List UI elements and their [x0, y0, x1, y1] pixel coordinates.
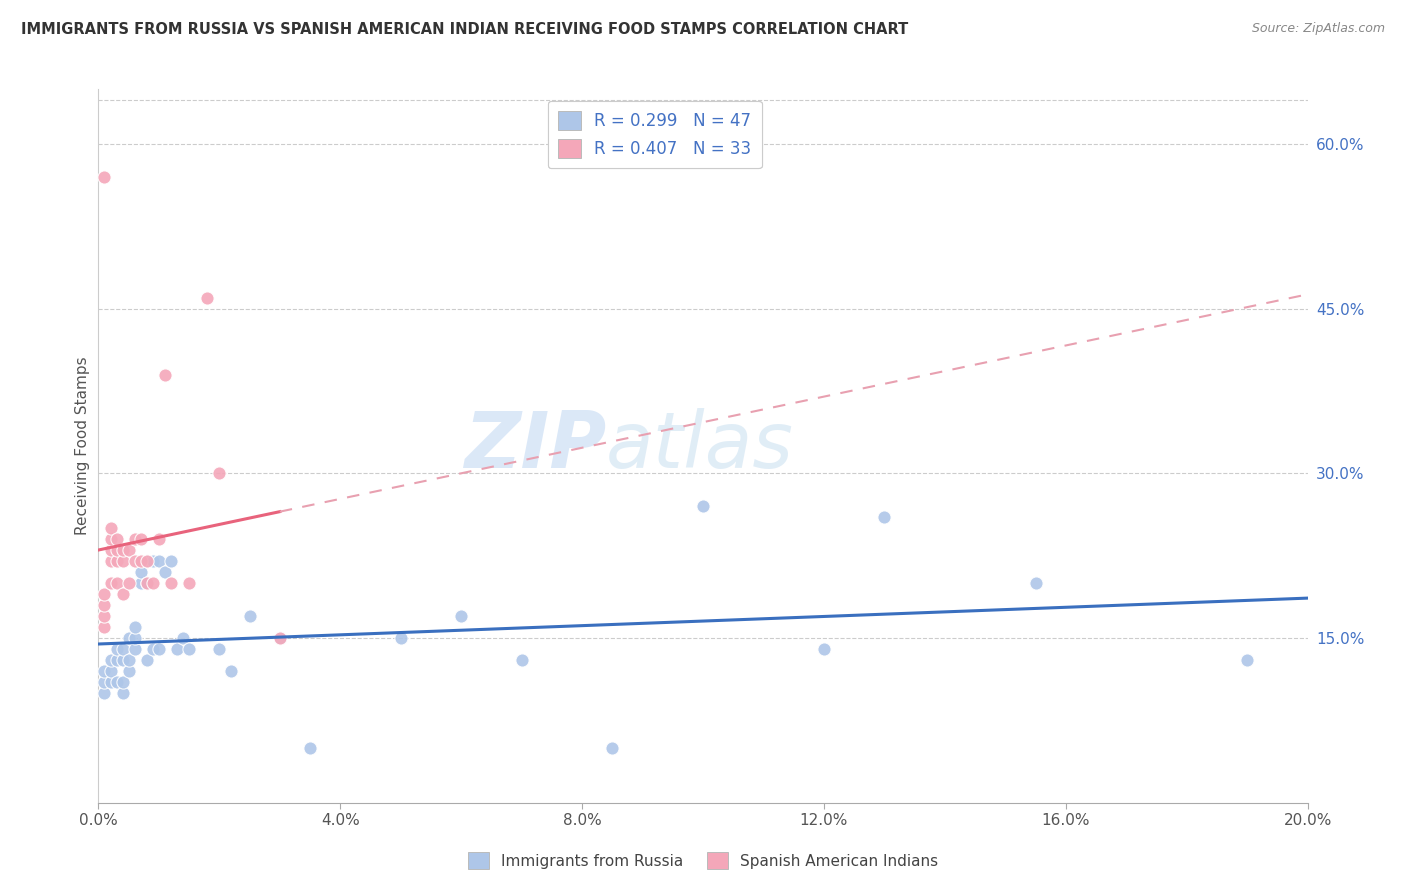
Point: [129, 533, 152, 547]
Point: [93, 609, 115, 624]
Point: [221, 664, 243, 678]
Point: [269, 631, 291, 645]
Point: [142, 576, 165, 591]
Point: [510, 653, 533, 667]
Point: [142, 554, 165, 568]
Point: [118, 543, 141, 558]
Point: [129, 576, 152, 591]
Point: [160, 554, 183, 568]
Point: [135, 576, 157, 591]
Point: [93, 664, 115, 678]
Point: [269, 631, 291, 645]
Point: [118, 631, 141, 645]
Point: [813, 642, 835, 657]
Point: [100, 675, 122, 690]
Point: [389, 631, 412, 645]
Point: [873, 510, 896, 524]
Point: [100, 521, 122, 535]
Point: [135, 576, 157, 591]
Point: [111, 543, 134, 558]
Point: [172, 631, 194, 645]
Point: [153, 368, 176, 382]
Point: [111, 675, 134, 690]
Point: [239, 609, 262, 624]
Point: [93, 169, 115, 184]
Point: [179, 576, 201, 591]
Point: [129, 566, 152, 580]
Point: [208, 467, 231, 481]
Point: [124, 642, 146, 657]
Point: [100, 533, 122, 547]
Point: [118, 653, 141, 667]
Point: [100, 653, 122, 667]
Legend: Immigrants from Russia, Spanish American Indians: Immigrants from Russia, Spanish American…: [461, 846, 945, 875]
Point: [93, 598, 115, 612]
Point: [1024, 576, 1046, 591]
Text: IMMIGRANTS FROM RUSSIA VS SPANISH AMERICAN INDIAN RECEIVING FOOD STAMPS CORRELAT: IMMIGRANTS FROM RUSSIA VS SPANISH AMERIC…: [21, 22, 908, 37]
Point: [148, 554, 170, 568]
Point: [148, 642, 170, 657]
Text: Source: ZipAtlas.com: Source: ZipAtlas.com: [1251, 22, 1385, 36]
Point: [124, 554, 146, 568]
Point: [105, 653, 128, 667]
Point: [1236, 653, 1258, 667]
Point: [93, 620, 115, 634]
Point: [111, 653, 134, 667]
Point: [93, 675, 115, 690]
Y-axis label: Receiving Food Stamps: Receiving Food Stamps: [75, 357, 90, 535]
Point: [195, 291, 218, 305]
Point: [111, 686, 134, 700]
Point: [111, 642, 134, 657]
Point: [105, 554, 128, 568]
Point: [118, 664, 141, 678]
Point: [105, 642, 128, 657]
Legend: R = 0.299   N = 47, R = 0.407   N = 33: R = 0.299 N = 47, R = 0.407 N = 33: [548, 101, 762, 168]
Point: [124, 533, 146, 547]
Point: [692, 500, 714, 514]
Point: [148, 533, 170, 547]
Point: [135, 653, 157, 667]
Point: [208, 642, 231, 657]
Point: [124, 631, 146, 645]
Point: [93, 686, 115, 700]
Point: [166, 642, 188, 657]
Point: [450, 609, 472, 624]
Point: [124, 620, 146, 634]
Text: ZIP: ZIP: [464, 408, 606, 484]
Point: [135, 554, 157, 568]
Point: [179, 642, 201, 657]
Point: [100, 543, 122, 558]
Point: [142, 642, 165, 657]
Point: [160, 576, 183, 591]
Point: [111, 587, 134, 601]
Point: [105, 675, 128, 690]
Text: atlas: atlas: [606, 408, 794, 484]
Point: [100, 554, 122, 568]
Point: [93, 587, 115, 601]
Point: [135, 554, 157, 568]
Point: [153, 566, 176, 580]
Point: [111, 554, 134, 568]
Point: [602, 740, 624, 755]
Point: [129, 554, 152, 568]
Point: [118, 576, 141, 591]
Point: [299, 740, 322, 755]
Point: [105, 543, 128, 558]
Point: [105, 533, 128, 547]
Point: [100, 664, 122, 678]
Point: [105, 576, 128, 591]
Point: [100, 576, 122, 591]
